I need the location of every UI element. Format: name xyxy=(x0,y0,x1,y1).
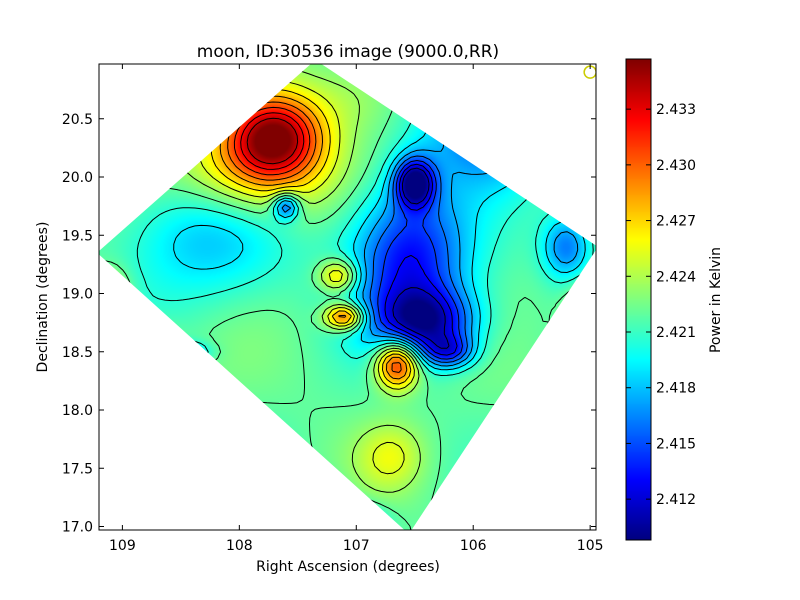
y-tick-label: 17.5 xyxy=(62,461,93,477)
colorbar-tick-label: 2.427 xyxy=(656,214,696,230)
colorbar-tick-label: 2.424 xyxy=(656,269,696,285)
colorbar-gradient xyxy=(626,59,651,540)
y-axis-label: Declination (degrees) xyxy=(35,222,51,373)
colorbar-tick-label: 2.433 xyxy=(656,102,696,118)
colorbar-tick-label: 2.418 xyxy=(656,381,696,397)
x-axis-label: Right Ascension (degrees) xyxy=(256,559,440,575)
x-tick-label: 109 xyxy=(109,538,136,554)
chart-title: moon, ID:30536 image (9000.0,RR) xyxy=(197,42,499,62)
y-tick-label: 20.5 xyxy=(62,112,93,128)
colorbar: 2.412 2.415 2.418 2.421 2.424 2.427 2.430 2.433… xyxy=(625,58,724,541)
colorbar-ticks: 2.412 2.415 2.418 2.421 2.424 2.427 2.430 2.433 xyxy=(626,102,696,508)
y-tick-label: 19.0 xyxy=(62,287,93,303)
x-tick-label: 108 xyxy=(226,538,253,554)
plot-frame xyxy=(98,63,597,531)
x-tick-label: 107 xyxy=(343,538,370,554)
colorbar-tick-label: 2.412 xyxy=(656,492,696,508)
x-axis: 109 108 107 106 105 xyxy=(109,64,604,554)
y-tick-label: 19.5 xyxy=(62,228,93,244)
colorbar-label: Power in Kelvin xyxy=(708,247,724,353)
y-axis: 17.0 17.5 18.0 18.5 19.0 19.5 20.0 20.5 xyxy=(62,112,596,536)
colorbar-tick-label: 2.421 xyxy=(656,325,696,341)
colorbar-tick-label: 2.430 xyxy=(656,158,696,174)
y-tick-label: 20.0 xyxy=(62,170,93,186)
y-tick-label: 17.0 xyxy=(62,520,93,536)
colorbar-tick-label: 2.415 xyxy=(656,436,696,452)
colorbar-frame xyxy=(625,58,652,541)
x-tick-label: 105 xyxy=(577,538,604,554)
y-tick-label: 18.0 xyxy=(62,403,93,419)
y-tick-label: 18.5 xyxy=(62,345,93,361)
x-tick-label: 106 xyxy=(460,538,487,554)
plot-area xyxy=(98,63,597,531)
